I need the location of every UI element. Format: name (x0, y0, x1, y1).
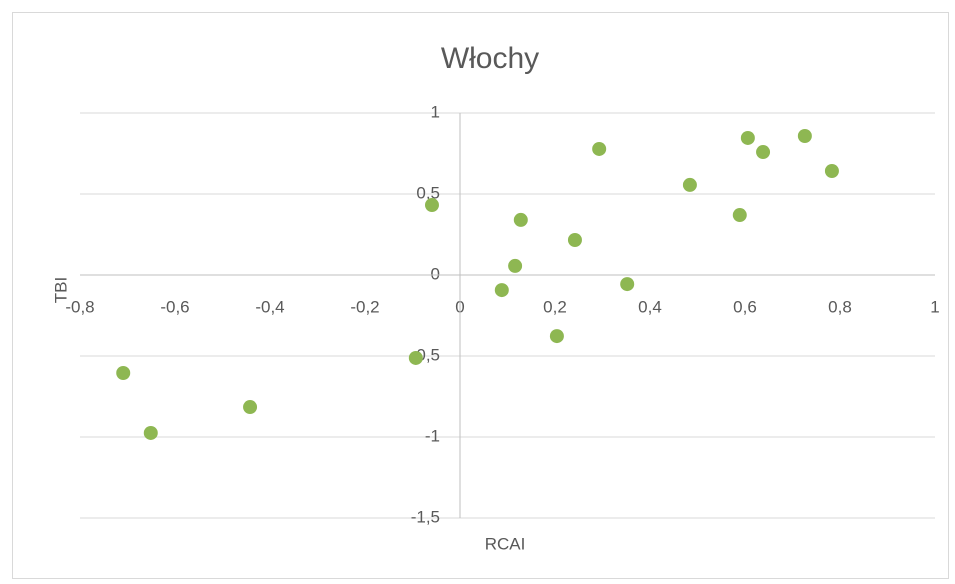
x-axis-title: RCAI (485, 534, 526, 553)
chart-title: Włochy (441, 42, 539, 75)
x-tick-label: -0,2 (350, 297, 379, 316)
y-axis-title: TBI (51, 277, 70, 303)
x-tick-label: 1 (930, 297, 939, 316)
x-tick-label: -0,6 (160, 297, 189, 316)
x-tick-label: -0,8 (65, 297, 94, 316)
x-tick-label: 0,6 (733, 297, 757, 316)
point (243, 400, 258, 415)
y-tick-label: -1,5 (411, 507, 440, 526)
x-tick-label: 0,8 (828, 297, 852, 316)
y-tick-label: 1 (431, 102, 440, 121)
y-tick-label: 0,5 (416, 183, 440, 202)
point (797, 129, 812, 144)
point (682, 177, 697, 192)
point (143, 425, 158, 440)
point (508, 258, 523, 273)
point (408, 350, 423, 365)
point (756, 145, 771, 160)
point (494, 283, 509, 298)
point (824, 163, 839, 178)
point (116, 366, 131, 381)
x-tick-label: 0,4 (638, 297, 662, 316)
chart-border (12, 12, 949, 579)
point (740, 130, 755, 145)
x-tick-label: 0,2 (543, 297, 567, 316)
y-tick-label: 0 (431, 264, 440, 283)
point (424, 198, 439, 213)
point (513, 212, 528, 227)
y-tick-label: -1 (425, 426, 440, 445)
point (592, 141, 607, 156)
point (732, 208, 747, 223)
point (567, 233, 582, 248)
point (620, 277, 635, 292)
x-tick-label: -0,4 (255, 297, 284, 316)
point (549, 329, 564, 344)
